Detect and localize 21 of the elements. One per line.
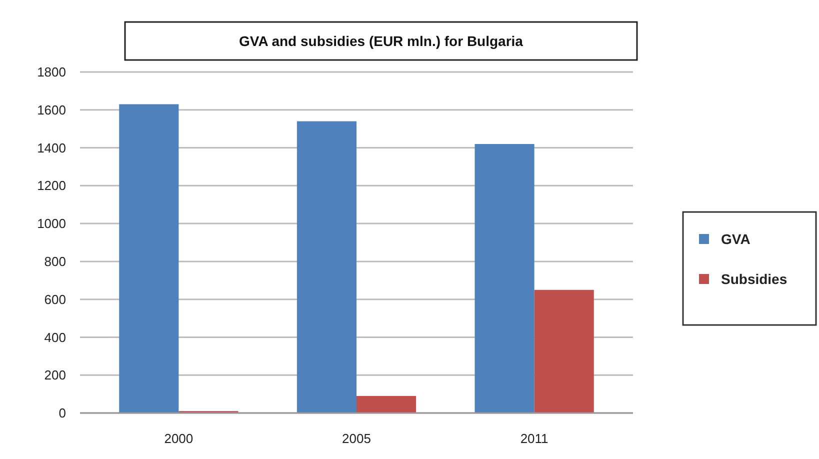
legend-label: GVA: [721, 230, 750, 247]
x-tick-label: 2005: [342, 431, 371, 446]
x-tick-label: 2011: [520, 431, 548, 446]
y-tick-label: 1600: [37, 102, 66, 118]
bar: [474, 144, 534, 413]
x-tick-label: 2000: [164, 431, 194, 446]
y-tick-label: 1400: [37, 140, 66, 156]
y-tick-label: 200: [44, 368, 66, 383]
chart-title: GVA and subsidies (EUR mln.) for Bulgaria: [239, 33, 524, 49]
bar: [356, 396, 416, 413]
y-tick-label: 1800: [37, 64, 66, 80]
legend-label: Subsidies: [721, 270, 788, 287]
bar: [534, 290, 594, 413]
y-tick-label: 1000: [37, 216, 66, 232]
y-tick-label: 0: [58, 406, 66, 421]
y-tick-label: 600: [44, 292, 66, 307]
y-tick-label: 400: [44, 330, 66, 345]
bar: [119, 104, 179, 413]
y-tick-label: 800: [44, 254, 66, 269]
y-tick-label: 1200: [37, 178, 66, 194]
bar: [296, 121, 356, 413]
